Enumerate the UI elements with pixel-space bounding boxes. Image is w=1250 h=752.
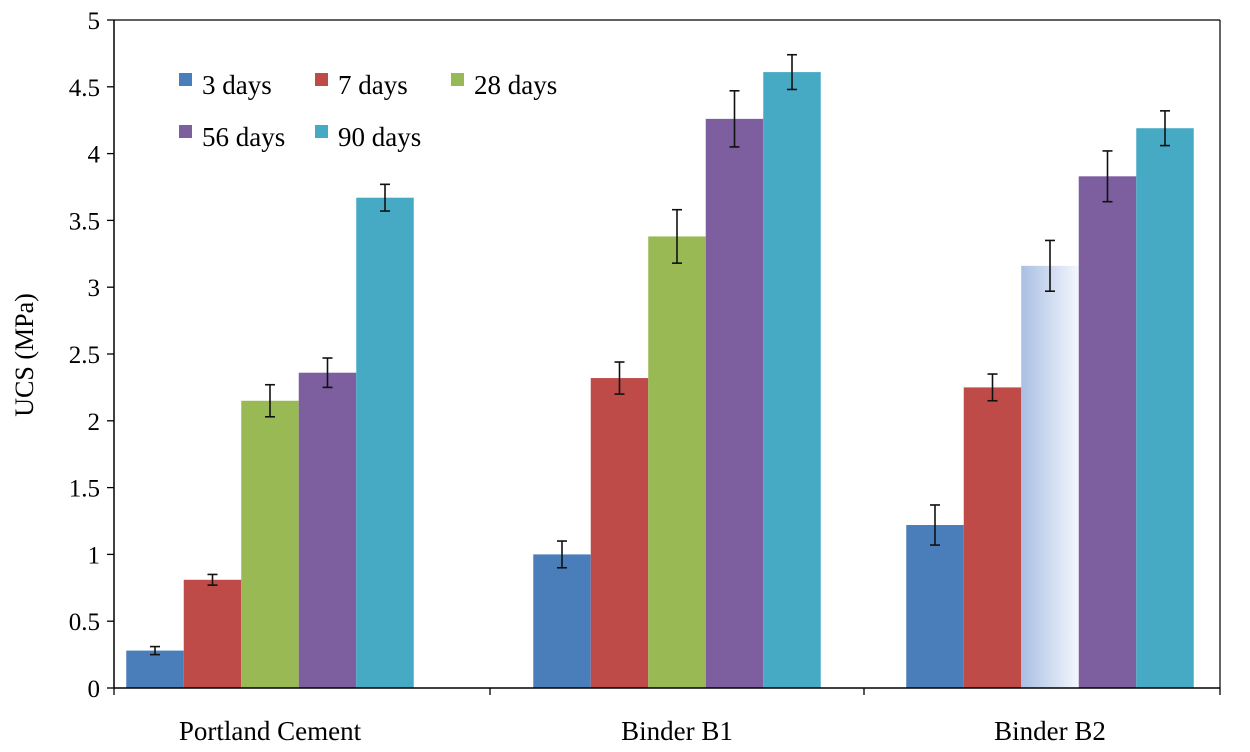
legend-swatch: [315, 73, 328, 86]
bar-56-days-binder-b1: [705, 118, 764, 688]
y-axis-title: UCS (MPa): [10, 293, 39, 417]
axes-group: 0 0.5 1 1.5 2 2.5 3 3.5 4 4.5 5 Portland Cement Bind…: [69, 8, 1221, 746]
y-tick-label: 2.5: [69, 342, 100, 369]
legend-swatch: [315, 125, 328, 138]
x-category-label: Binder B2: [994, 716, 1106, 746]
y-tick-label: 4: [88, 142, 101, 169]
legend-swatch: [179, 125, 192, 138]
error-bars-group: [150, 53, 1170, 656]
legend-label: 7 days: [338, 70, 408, 100]
bar-7-days-binder-b1: [590, 378, 649, 688]
legend-label: 28 days: [474, 70, 557, 100]
y-tick-label: 3: [88, 275, 101, 302]
legend-swatch: [179, 73, 192, 86]
y-tick-label: 1: [88, 542, 101, 569]
y-tick-label: 3.5: [69, 208, 100, 235]
bar-28-days-portland-cement: [241, 400, 299, 688]
x-category-label: Binder B1: [621, 716, 733, 746]
y-tick-label: 0: [88, 676, 101, 703]
bar-90-days-binder-b1: [763, 72, 821, 688]
legend-label: 3 days: [202, 70, 272, 100]
bar-3-days-portland-cement: [126, 650, 184, 688]
bar-28-days-binder-b2: [1021, 265, 1079, 688]
y-tick-label: 0.5: [69, 609, 100, 636]
legend-swatch: [451, 73, 464, 86]
x-category-label: Portland Cement: [179, 716, 362, 746]
legend-label: 56 days: [202, 122, 285, 152]
y-tick-label: 1.5: [69, 476, 100, 503]
bar-7-days-binder-b2: [963, 387, 1022, 688]
bar-7-days-portland-cement: [183, 579, 242, 688]
y-tick-label: 2: [88, 409, 101, 436]
legend-label: 90 days: [338, 122, 421, 152]
bar-3-days-binder-b2: [906, 525, 964, 688]
legend: 3 days 7 days 28 days 56 days 90 days: [179, 70, 557, 152]
bar-56-days-binder-b2: [1078, 176, 1137, 688]
bars-group: [126, 72, 1194, 689]
y-tick-label: 5: [88, 8, 101, 35]
y-tick-label: 4.5: [69, 75, 100, 102]
bar-56-days-portland-cement: [298, 372, 357, 688]
bar-3-days-binder-b1: [533, 554, 591, 688]
bar-90-days-portland-cement: [356, 197, 414, 689]
bar-90-days-binder-b2: [1136, 128, 1194, 688]
bar-28-days-binder-b1: [648, 236, 706, 688]
